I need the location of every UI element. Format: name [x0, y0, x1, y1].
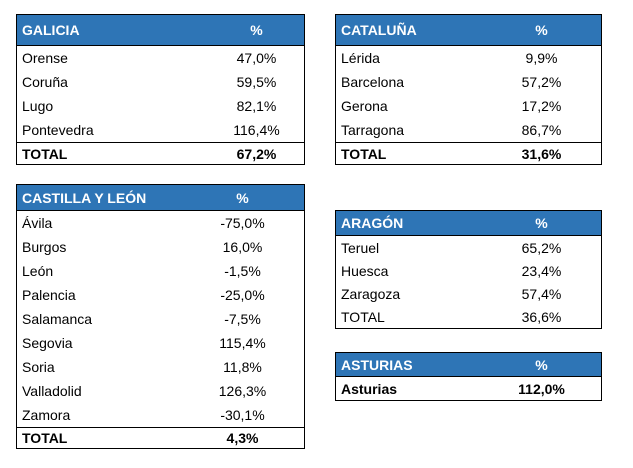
- province-name: Teruel: [341, 239, 380, 256]
- table-row: Pontevedra 116,4%: [17, 118, 304, 142]
- table-row: Ávila -75,0%: [17, 211, 304, 235]
- table-row: Coruña 59,5%: [17, 70, 304, 94]
- province-name: Asturias: [341, 380, 398, 397]
- province-name: Soria: [22, 359, 55, 375]
- total-row: TOTAL 4,3%: [17, 427, 304, 448]
- region-header: ARAGÓN: [341, 215, 404, 231]
- region-header: CASTILLA Y LEÓN: [22, 189, 147, 206]
- province-name: Zamora: [22, 407, 71, 423]
- region-header: ASTURIAS: [341, 356, 413, 373]
- total-value: 31,6%: [521, 145, 562, 162]
- province-value: 57,2%: [521, 74, 562, 90]
- province-name: Burgos: [22, 239, 67, 255]
- province-value: 126,3%: [218, 383, 267, 399]
- percent-header: %: [535, 22, 548, 38]
- province-name: Barcelona: [341, 74, 405, 90]
- table-row: TOTAL 36,6%: [336, 305, 601, 328]
- table-header: ASTURIAS %: [336, 353, 601, 377]
- province-value: -30,1%: [220, 407, 265, 423]
- province-value: -75,0%: [220, 215, 265, 231]
- province-value: 23,4%: [521, 262, 562, 279]
- table-row: Valladolid 126,3%: [17, 379, 304, 403]
- province-name: Lérida: [341, 50, 380, 66]
- region-header: CATALUÑA: [341, 22, 417, 38]
- region-header: GALICIA: [22, 22, 80, 38]
- province-name: Segovia: [22, 335, 73, 351]
- province-value: 82,1%: [236, 98, 277, 114]
- province-name: Tarragona: [341, 122, 405, 138]
- province-value: 116,4%: [233, 122, 280, 138]
- province-name: Salamanca: [22, 311, 93, 327]
- table-row: Soria 11,8%: [17, 355, 304, 379]
- province-name: Coruña: [22, 74, 68, 90]
- table-castilla-leon: CASTILLA Y LEÓN % Ávila -75,0% Burgos 16…: [16, 184, 305, 449]
- province-name: Palencia: [22, 287, 76, 303]
- table-row: Asturias 112,0%: [336, 377, 601, 400]
- table-row: Palencia -25,0%: [17, 283, 304, 307]
- total-label: TOTAL: [22, 430, 68, 446]
- total-row: TOTAL 67,2%: [17, 142, 304, 164]
- province-value: -25,0%: [220, 287, 265, 303]
- table-header: CATALUÑA %: [336, 15, 601, 46]
- table-row: León -1,5%: [17, 259, 304, 283]
- table-row: Lugo 82,1%: [17, 94, 304, 118]
- percent-header: %: [250, 22, 263, 38]
- province-value: 47,0%: [236, 50, 277, 66]
- province-value: 36,6%: [521, 308, 562, 325]
- table-galicia: GALICIA % Orense 47,0% Coruña 59,5% Lugo…: [16, 14, 305, 165]
- table-row: Tarragona 86,7%: [336, 118, 601, 142]
- table-header: ARAGÓN %: [336, 211, 601, 236]
- province-value: 9,9%: [525, 50, 558, 66]
- percent-header: %: [535, 356, 548, 373]
- table-header: CASTILLA Y LEÓN %: [17, 185, 304, 211]
- province-value: -7,5%: [224, 311, 261, 327]
- province-value: 16,0%: [222, 239, 263, 255]
- table-row: Zaragoza 57,4%: [336, 282, 601, 305]
- province-value: 112,0%: [518, 380, 565, 397]
- province-value: 65,2%: [521, 239, 562, 256]
- province-name: Orense: [22, 50, 68, 66]
- total-row: TOTAL 31,6%: [336, 142, 601, 164]
- table-row: Huesca 23,4%: [336, 259, 601, 282]
- province-name: Zaragoza: [341, 285, 401, 302]
- table-asturias: ASTURIAS % Asturias 112,0%: [335, 352, 602, 401]
- table-row: Barcelona 57,2%: [336, 70, 601, 94]
- total-value: 67,2%: [236, 145, 277, 162]
- table-row: Gerona 17,2%: [336, 94, 601, 118]
- province-value: 115,4%: [219, 335, 266, 351]
- table-row: Zamora -30,1%: [17, 403, 304, 427]
- table-row: Burgos 16,0%: [17, 235, 304, 259]
- province-name: Ávila: [22, 215, 53, 231]
- province-value: 86,7%: [521, 122, 562, 138]
- province-value: 59,5%: [236, 74, 277, 90]
- total-label: TOTAL: [22, 145, 68, 162]
- total-label: TOTAL: [341, 145, 387, 162]
- table-row: Teruel 65,2%: [336, 236, 601, 259]
- table-cataluna: CATALUÑA % Lérida 9,9% Barcelona 57,2% G…: [335, 14, 602, 165]
- province-value: 17,2%: [521, 98, 562, 114]
- province-name: Lugo: [22, 98, 54, 114]
- table-header: GALICIA %: [17, 15, 304, 46]
- province-value: 11,8%: [223, 359, 262, 375]
- percent-header: %: [236, 189, 249, 206]
- table-row: Orense 47,0%: [17, 46, 304, 70]
- province-name: Huesca: [341, 262, 389, 279]
- table-row: Salamanca -7,5%: [17, 307, 304, 331]
- province-value: 57,4%: [521, 285, 562, 302]
- province-value: -1,5%: [224, 263, 261, 279]
- table-row: Segovia 115,4%: [17, 331, 304, 355]
- total-value: 4,3%: [226, 430, 259, 446]
- percent-header: %: [535, 215, 548, 231]
- province-name: TOTAL: [341, 308, 385, 325]
- table-aragon: ARAGÓN % Teruel 65,2% Huesca 23,4% Zarag…: [335, 210, 602, 329]
- province-name: León: [22, 263, 54, 279]
- province-name: Gerona: [341, 98, 388, 114]
- table-row: Lérida 9,9%: [336, 46, 601, 70]
- province-name: Valladolid: [22, 383, 82, 399]
- province-name: Pontevedra: [22, 122, 94, 138]
